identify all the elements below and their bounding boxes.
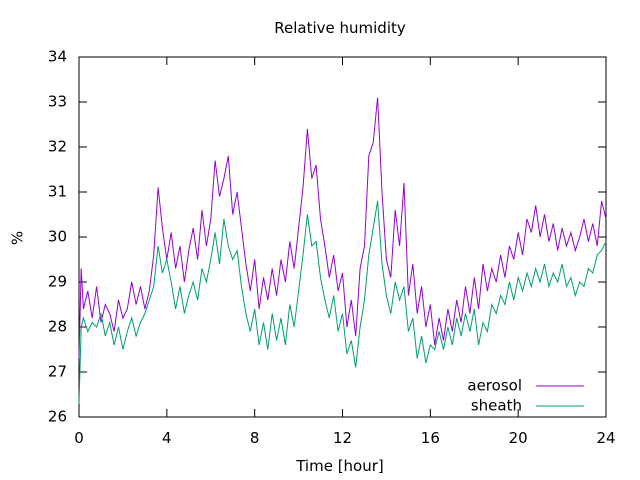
series-line-aerosol [78,97,607,359]
y-tick-label: 26 [48,408,67,426]
x-tick-label: 24 [596,429,615,447]
y-tick-label: 30 [48,228,67,246]
series-lines [78,97,607,404]
y-tick-label: 32 [48,138,67,156]
legend-label-sheath: sheath [471,397,522,415]
plot-frame [78,56,607,418]
x-tick-label: 12 [333,429,352,447]
y-tick-label: 27 [48,363,67,381]
x-tick-label: 0 [74,429,84,447]
y-tick-label: 29 [48,273,67,291]
y-axis-label: % [9,231,27,245]
x-tick-label: 16 [421,429,440,447]
series-line-sheath [78,200,607,404]
axes-ticks: 26 27 28 29 30 31 32 33 34 0 4 8 12 16 20 24 [48,48,616,448]
legend-label-aerosol: aerosol [467,377,522,395]
x-tick-label: 20 [509,429,528,447]
y-tick-label: 31 [48,183,67,201]
y-tick-label: 33 [48,93,67,111]
legend: aerosol sheath [467,377,584,415]
chart-title: Relative humidity [274,19,406,37]
y-tick-label: 28 [48,318,67,336]
x-tick-label: 8 [250,429,260,447]
x-axis-label: Time [hour] [295,457,384,475]
x-tick-label: 4 [162,429,172,447]
y-tick-label: 34 [48,48,67,66]
